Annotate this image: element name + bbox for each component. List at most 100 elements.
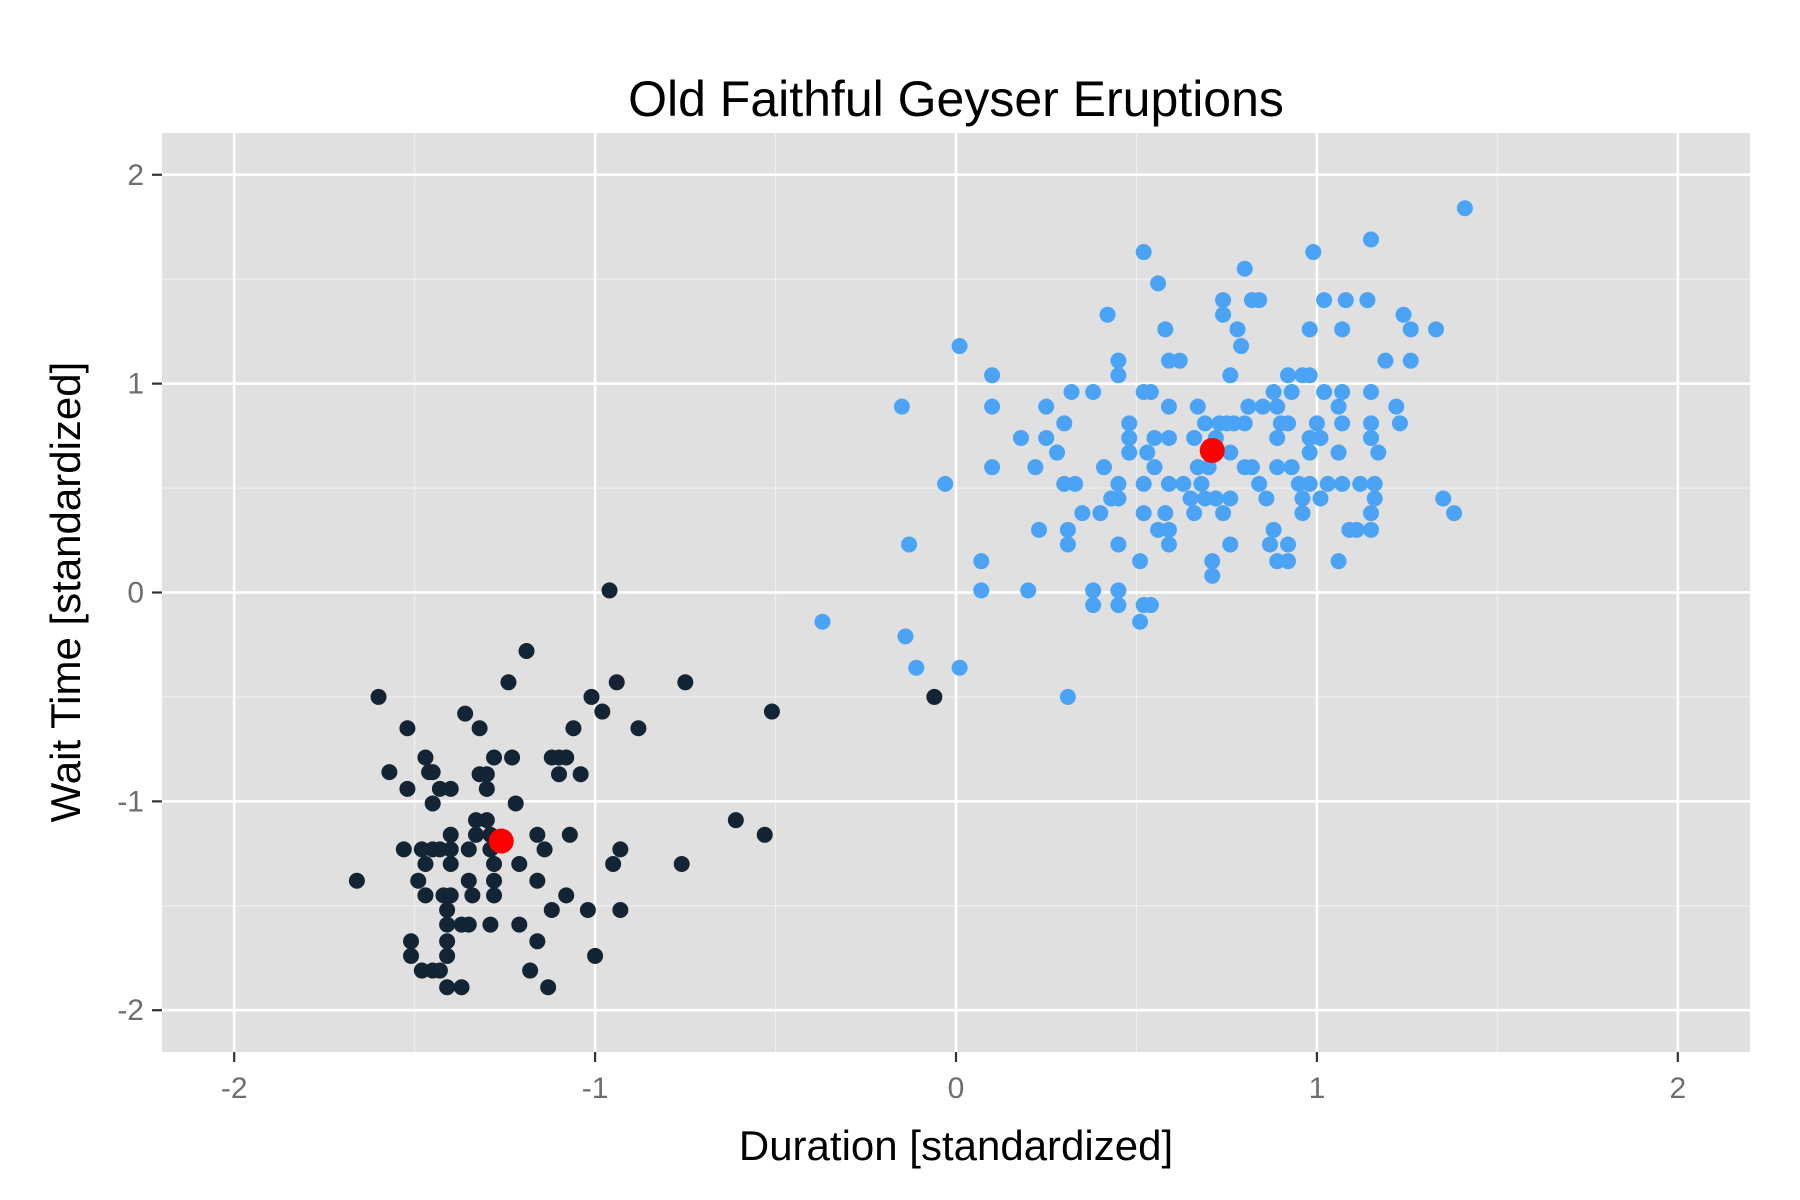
data-point-cluster-2 — [1319, 475, 1336, 492]
data-point-cluster-2 — [897, 628, 914, 645]
data-point-cluster-2 — [1334, 321, 1351, 338]
data-point-cluster-2 — [1193, 475, 1210, 492]
data-point-cluster-2 — [1085, 582, 1102, 599]
data-point-cluster-2 — [1251, 475, 1268, 492]
data-point-cluster-2 — [1370, 444, 1387, 461]
data-point-cluster-1 — [417, 856, 434, 873]
data-point-cluster-2 — [1038, 398, 1055, 415]
data-point-cluster-2 — [1049, 444, 1066, 461]
data-point-cluster-2 — [1110, 597, 1127, 614]
data-point-cluster-2 — [1135, 505, 1152, 522]
data-point-cluster-2 — [1175, 475, 1192, 492]
data-point-cluster-1 — [395, 841, 412, 858]
data-point-cluster-1 — [417, 887, 434, 904]
data-point-cluster-1 — [381, 764, 398, 781]
data-point-cluster-2 — [1085, 597, 1102, 614]
data-point-cluster-2 — [1334, 475, 1351, 492]
data-point-cluster-2 — [1435, 490, 1452, 507]
data-point-cluster-1 — [587, 947, 604, 964]
data-point-cluster-2 — [1222, 536, 1239, 553]
data-point-cluster-2 — [1132, 553, 1149, 570]
data-point-cluster-2 — [1222, 490, 1239, 507]
data-point-cluster-2 — [1157, 505, 1174, 522]
data-point-cluster-1 — [504, 749, 521, 766]
data-point-cluster-1 — [511, 916, 528, 933]
x-tick-label: -2 — [221, 1072, 248, 1105]
data-point-cluster-2 — [1428, 321, 1445, 338]
x-tick-label: 1 — [1309, 1072, 1326, 1105]
data-point-cluster-2 — [1334, 415, 1351, 432]
data-point-cluster-1 — [403, 947, 420, 964]
data-point-cluster-2 — [1171, 352, 1188, 369]
data-point-cluster-1 — [478, 812, 495, 829]
data-point-cluster-1 — [594, 703, 611, 720]
data-point-cluster-1 — [486, 887, 503, 904]
data-point-cluster-2 — [1312, 429, 1329, 446]
data-point-cluster-2 — [1240, 398, 1257, 415]
data-point-cluster-2 — [1204, 567, 1221, 584]
data-point-cluster-2 — [1204, 553, 1221, 570]
data-point-cluster-2 — [1135, 244, 1152, 261]
data-point-cluster-1 — [439, 901, 456, 918]
y-tick-label: 2 — [127, 159, 144, 192]
data-point-cluster-1 — [348, 872, 365, 889]
data-point-cluster-1 — [500, 674, 517, 691]
data-point-cluster-2 — [1099, 306, 1116, 323]
data-point-cluster-2 — [1020, 582, 1037, 599]
data-point-cluster-2 — [1121, 444, 1138, 461]
data-point-cluster-1 — [529, 826, 546, 843]
data-point-cluster-2 — [984, 367, 1001, 384]
data-point-cluster-2 — [1092, 505, 1109, 522]
data-point-cluster-1 — [417, 749, 434, 766]
data-point-cluster-2 — [1363, 521, 1380, 538]
chart-title: Old Faithful Geyser Eruptions — [628, 71, 1284, 127]
tick-labels: -2 -1 0 1 2 -2 -1 0 1 2 — [117, 159, 1686, 1105]
y-tick-label: 0 — [127, 577, 144, 610]
data-point-cluster-1 — [518, 642, 535, 659]
data-point-cluster-1 — [439, 979, 456, 996]
data-point-cluster-2 — [1059, 536, 1076, 553]
data-point-cluster-1 — [464, 887, 481, 904]
data-point-cluster-1 — [529, 872, 546, 889]
data-point-cluster-2 — [1283, 383, 1300, 400]
data-point-cluster-2 — [1222, 367, 1239, 384]
data-point-cluster-2 — [1110, 352, 1127, 369]
data-point-cluster-2 — [1236, 260, 1253, 277]
data-point-cluster-1 — [536, 841, 553, 858]
data-point-cluster-2 — [1294, 505, 1311, 522]
data-point-cluster-2 — [1388, 398, 1405, 415]
data-point-cluster-1 — [399, 720, 416, 737]
data-point-cluster-1 — [442, 826, 459, 843]
data-point-cluster-2 — [1301, 321, 1318, 338]
data-point-cluster-2 — [1330, 398, 1347, 415]
data-point-cluster-2 — [1294, 367, 1311, 384]
y-tick-label: 1 — [127, 368, 144, 401]
data-point-cluster-2 — [1135, 475, 1152, 492]
x-tick-label: 2 — [1669, 1072, 1686, 1105]
data-point-cluster-2 — [1251, 292, 1268, 309]
data-point-cluster-1 — [467, 826, 484, 843]
data-point-cluster-2 — [1215, 292, 1232, 309]
data-point-cluster-1 — [558, 887, 575, 904]
data-point-cluster-1 — [511, 856, 528, 873]
data-point-cluster-1 — [543, 901, 560, 918]
data-point-cluster-1 — [442, 856, 459, 873]
data-point-cluster-2 — [951, 659, 968, 676]
data-point-cluster-1 — [756, 826, 773, 843]
y-tick-label: -2 — [117, 994, 144, 1027]
data-point-cluster-2 — [1031, 521, 1048, 538]
data-point-cluster-1 — [540, 979, 557, 996]
data-point-cluster-2 — [1261, 536, 1278, 553]
data-point-cluster-2 — [1305, 244, 1322, 261]
data-point-cluster-2 — [1330, 553, 1347, 570]
data-point-cluster-2 — [1280, 367, 1297, 384]
data-point-cluster-2 — [1363, 383, 1380, 400]
data-point-cluster-2 — [1269, 398, 1286, 415]
data-point-cluster-2 — [1352, 475, 1369, 492]
data-point-cluster-2 — [1280, 415, 1297, 432]
data-point-cluster-2 — [1363, 415, 1380, 432]
data-point-cluster-1 — [558, 749, 575, 766]
data-point-cluster-2 — [1348, 521, 1365, 538]
data-point-cluster-2 — [1160, 521, 1177, 538]
data-point-cluster-2 — [1186, 505, 1203, 522]
